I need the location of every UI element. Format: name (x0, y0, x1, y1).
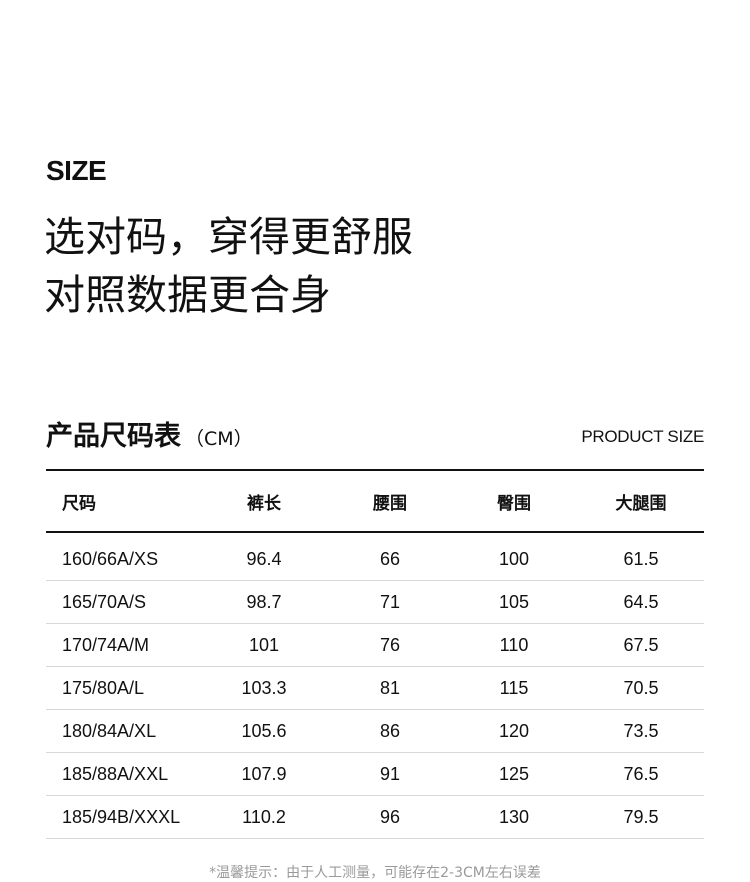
cell-size: 160/66A/XS (62, 548, 159, 569)
cell-thigh: 64.5 (623, 591, 659, 612)
cell-length: 110.2 (242, 806, 286, 827)
cell-waist: 91 (379, 763, 401, 784)
table-row: 175/80A/L 103.3 81 115 70.5 (46, 667, 704, 710)
table-title-text: 产品尺码表 (46, 421, 181, 452)
table-unit: （CM） (185, 428, 253, 450)
table-row: 185/94B/XXXL 110.2 96 130 79.5 (46, 796, 704, 839)
measurement-note: *温馨提示：由于人工测量，可能存在2-3CM左右误差 (209, 865, 541, 881)
cell-waist: 76 (379, 634, 401, 655)
cell-waist: 71 (379, 591, 401, 612)
cell-hip: 115 (499, 677, 529, 698)
table-title: 产品尺码表 （CM） (46, 414, 253, 453)
cell-thigh: 70.5 (623, 677, 659, 698)
eyebrow-label: SIZE (46, 155, 107, 186)
table-row: 180/84A/XL 105.6 86 120 73.5 (46, 710, 704, 753)
cell-thigh: 73.5 (623, 720, 659, 741)
cell-size: 180/84A/XL (62, 720, 157, 741)
headline-line-1: 选对码，穿得更舒服 (44, 213, 413, 261)
headline-line-2: 对照数据更合身 (44, 271, 331, 319)
table-row: 160/66A/XS 96.4 66 100 61.5 (46, 538, 704, 581)
cell-thigh: 76.5 (623, 763, 659, 784)
cell-hip: 105 (498, 591, 530, 612)
cell-waist: 81 (379, 677, 401, 698)
size-table: 尺码 裤长 腰围 臀围 大腿围 160/66A/XS 96.4 66 100 61.5 1… (46, 469, 704, 839)
cell-waist: 96 (379, 806, 401, 827)
cell-thigh: 79.5 (623, 806, 659, 827)
cell-size: 185/88A/XXL (62, 763, 169, 784)
column-header-hip: 臀围 (497, 493, 531, 514)
cell-length: 96.4 (246, 548, 282, 569)
table-header-row: 尺码 裤长 腰围 臀围 大腿围 (46, 469, 704, 533)
cell-hip: 130 (498, 806, 530, 827)
cell-waist: 66 (379, 548, 401, 569)
column-header-thigh: 大腿围 (615, 493, 667, 514)
cell-size: 165/70A/S (62, 591, 147, 612)
cell-length: 107.9 (241, 763, 287, 784)
cell-size: 185/94B/XXXL (62, 806, 181, 827)
table-row: 170/74A/M 101 76 110 67.5 (46, 624, 704, 667)
table-row: 165/70A/S 98.7 71 105 64.5 (46, 581, 704, 624)
table-body: 160/66A/XS 96.4 66 100 61.5 165/70A/S 98.7 71 10… (46, 538, 704, 839)
cell-size: 175/80A/L (62, 677, 145, 698)
cell-length: 105.6 (241, 720, 287, 741)
column-header-waist: 腰围 (373, 493, 407, 514)
cell-thigh: 67.5 (623, 634, 659, 655)
cell-length: 101 (248, 634, 280, 655)
column-header-size: 尺码 (62, 493, 96, 514)
column-header-length: 裤长 (247, 493, 281, 514)
cell-hip: 125 (498, 763, 530, 784)
table-row: 185/88A/XXL 107.9 91 125 76.5 (46, 753, 704, 796)
cell-hip: 100 (498, 548, 530, 569)
cell-thigh: 61.5 (623, 548, 659, 569)
table-subtitle: PRODUCT SIZE (581, 427, 704, 446)
cell-length: 103.3 (241, 677, 287, 698)
cell-length: 98.7 (246, 591, 282, 612)
cell-size: 170/74A/M (62, 634, 150, 655)
cell-waist: 86 (379, 720, 401, 741)
cell-hip: 120 (498, 720, 530, 741)
cell-hip: 110 (499, 634, 529, 655)
